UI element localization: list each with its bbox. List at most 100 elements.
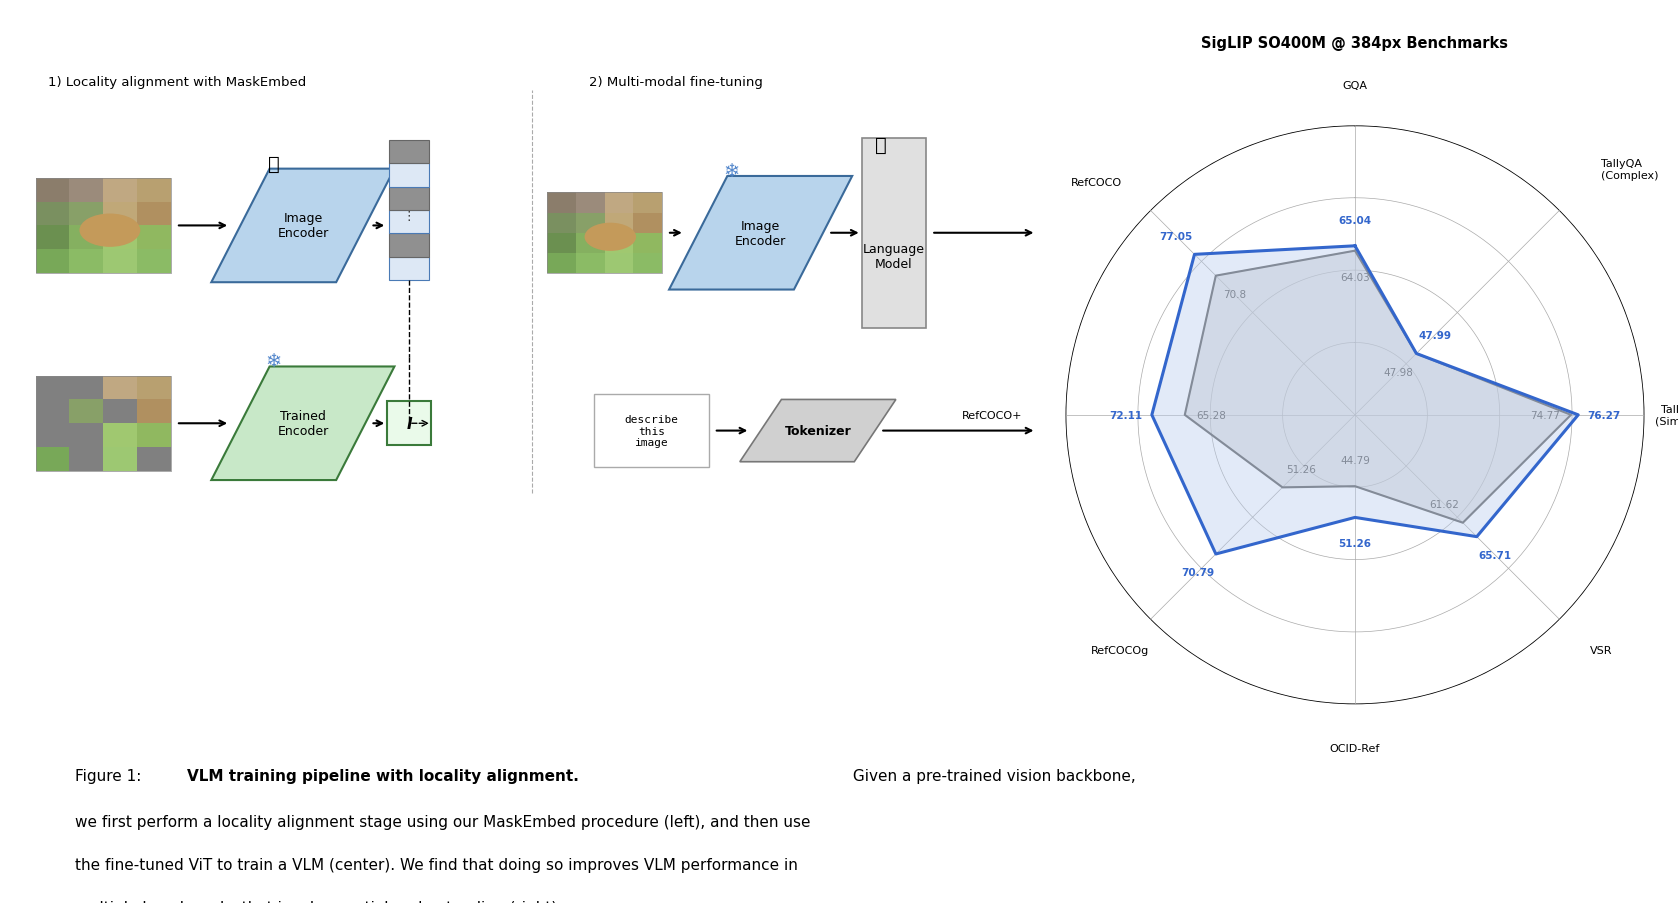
Text: ❄: ❄: [265, 352, 282, 371]
Bar: [69, 250, 102, 274]
Bar: [594, 395, 708, 468]
Bar: [35, 448, 69, 471]
Text: 47.98: 47.98: [1383, 368, 1413, 377]
Text: 44.79: 44.79: [1341, 456, 1369, 466]
Text: TallyQA
(Complex): TallyQA (Complex): [1601, 159, 1658, 181]
Bar: [633, 254, 661, 274]
Bar: [389, 210, 430, 234]
Text: Tokenizer: Tokenizer: [785, 424, 851, 438]
Bar: [138, 448, 171, 471]
Ellipse shape: [79, 214, 141, 247]
Bar: [35, 226, 69, 250]
Text: I: I: [406, 416, 411, 432]
Title: SigLIP SO400M @ 384px Benchmarks: SigLIP SO400M @ 384px Benchmarks: [1201, 35, 1509, 51]
Bar: [69, 179, 102, 202]
Text: 65.28: 65.28: [1196, 410, 1225, 421]
Text: multiple benchmarks that involve spatial understanding (right).: multiple benchmarks that involve spatial…: [74, 900, 562, 903]
Text: 🔥: 🔥: [268, 154, 280, 173]
Bar: [35, 424, 69, 448]
Bar: [604, 234, 633, 254]
Text: 61.62: 61.62: [1430, 499, 1460, 509]
Text: 64.03: 64.03: [1341, 273, 1369, 283]
Text: Trained
Encoder: Trained Encoder: [277, 410, 329, 438]
Text: we first perform a locality alignment stage using our MaskEmbed procedure (left): we first perform a locality alignment st…: [74, 814, 810, 829]
Text: GQA: GQA: [1342, 80, 1368, 91]
Ellipse shape: [584, 223, 636, 252]
Text: Image
Encoder: Image Encoder: [735, 219, 787, 247]
Text: 72.11: 72.11: [1109, 410, 1143, 421]
Bar: [576, 213, 604, 234]
Bar: [69, 226, 102, 250]
Bar: [138, 400, 171, 424]
Bar: [35, 377, 69, 400]
Bar: [138, 202, 171, 226]
Bar: [138, 250, 171, 274]
Text: 70.8: 70.8: [1223, 290, 1245, 300]
Polygon shape: [670, 177, 852, 290]
Text: VSR: VSR: [1591, 646, 1613, 656]
Text: 51.26: 51.26: [1339, 539, 1371, 549]
Text: Image
Encoder: Image Encoder: [277, 212, 329, 240]
Polygon shape: [740, 400, 896, 462]
Bar: [69, 377, 102, 400]
Bar: [633, 193, 661, 213]
Bar: [604, 213, 633, 234]
Bar: [547, 193, 576, 213]
Text: ⋮: ⋮: [403, 210, 414, 223]
Text: the fine-tuned ViT to train a VLM (center). We find that doing so improves VLM p: the fine-tuned ViT to train a VLM (cente…: [74, 857, 797, 872]
Text: 🔥: 🔥: [874, 136, 886, 155]
Bar: [138, 377, 171, 400]
Text: RefCOCO: RefCOCO: [1071, 177, 1121, 187]
Bar: [633, 234, 661, 254]
Bar: [102, 424, 138, 448]
Bar: [35, 202, 69, 226]
Bar: [102, 400, 138, 424]
Bar: [576, 193, 604, 213]
Text: describe
this
image: describe this image: [624, 414, 678, 448]
Text: OCID-Ref: OCID-Ref: [1329, 743, 1381, 753]
Bar: [547, 193, 661, 274]
Bar: [547, 254, 576, 274]
Text: 77.05: 77.05: [1159, 232, 1193, 242]
Text: Language
Model: Language Model: [862, 242, 925, 270]
Text: 76.27: 76.27: [1587, 410, 1621, 421]
Bar: [389, 234, 430, 257]
Bar: [102, 377, 138, 400]
Text: ❄: ❄: [723, 162, 740, 181]
Bar: [35, 400, 69, 424]
Bar: [547, 234, 576, 254]
Text: VLM training pipeline with locality alignment.: VLM training pipeline with locality alig…: [188, 768, 579, 783]
Bar: [389, 164, 430, 188]
Text: Given a pre-trained vision backbone,: Given a pre-trained vision backbone,: [847, 768, 1136, 783]
Text: TallyQA
(Simple): TallyQA (Simple): [1656, 405, 1678, 426]
Bar: [633, 213, 661, 234]
Bar: [547, 213, 576, 234]
Text: 74.77: 74.77: [1530, 410, 1561, 421]
Bar: [389, 141, 430, 164]
Bar: [102, 448, 138, 471]
Text: Figure 1:: Figure 1:: [74, 768, 146, 783]
Bar: [69, 448, 102, 471]
Bar: [138, 424, 171, 448]
Text: 70.79: 70.79: [1181, 568, 1213, 578]
Bar: [389, 188, 430, 210]
Bar: [576, 254, 604, 274]
Bar: [576, 234, 604, 254]
Text: 1) Locality alignment with MaskEmbed: 1) Locality alignment with MaskEmbed: [49, 76, 307, 89]
Bar: [138, 179, 171, 202]
Bar: [861, 138, 926, 329]
Bar: [35, 250, 69, 274]
Polygon shape: [211, 170, 394, 283]
Bar: [35, 179, 171, 274]
Bar: [35, 377, 171, 471]
Bar: [69, 202, 102, 226]
Bar: [102, 226, 138, 250]
Text: 65.04: 65.04: [1339, 216, 1371, 226]
Text: 51.26: 51.26: [1285, 464, 1316, 474]
Bar: [388, 402, 431, 446]
Bar: [35, 179, 69, 202]
Polygon shape: [1185, 251, 1571, 523]
Text: RefCOCOg: RefCOCOg: [1091, 646, 1149, 656]
Bar: [102, 179, 138, 202]
Text: RefCOCO+: RefCOCO+: [961, 410, 1022, 421]
